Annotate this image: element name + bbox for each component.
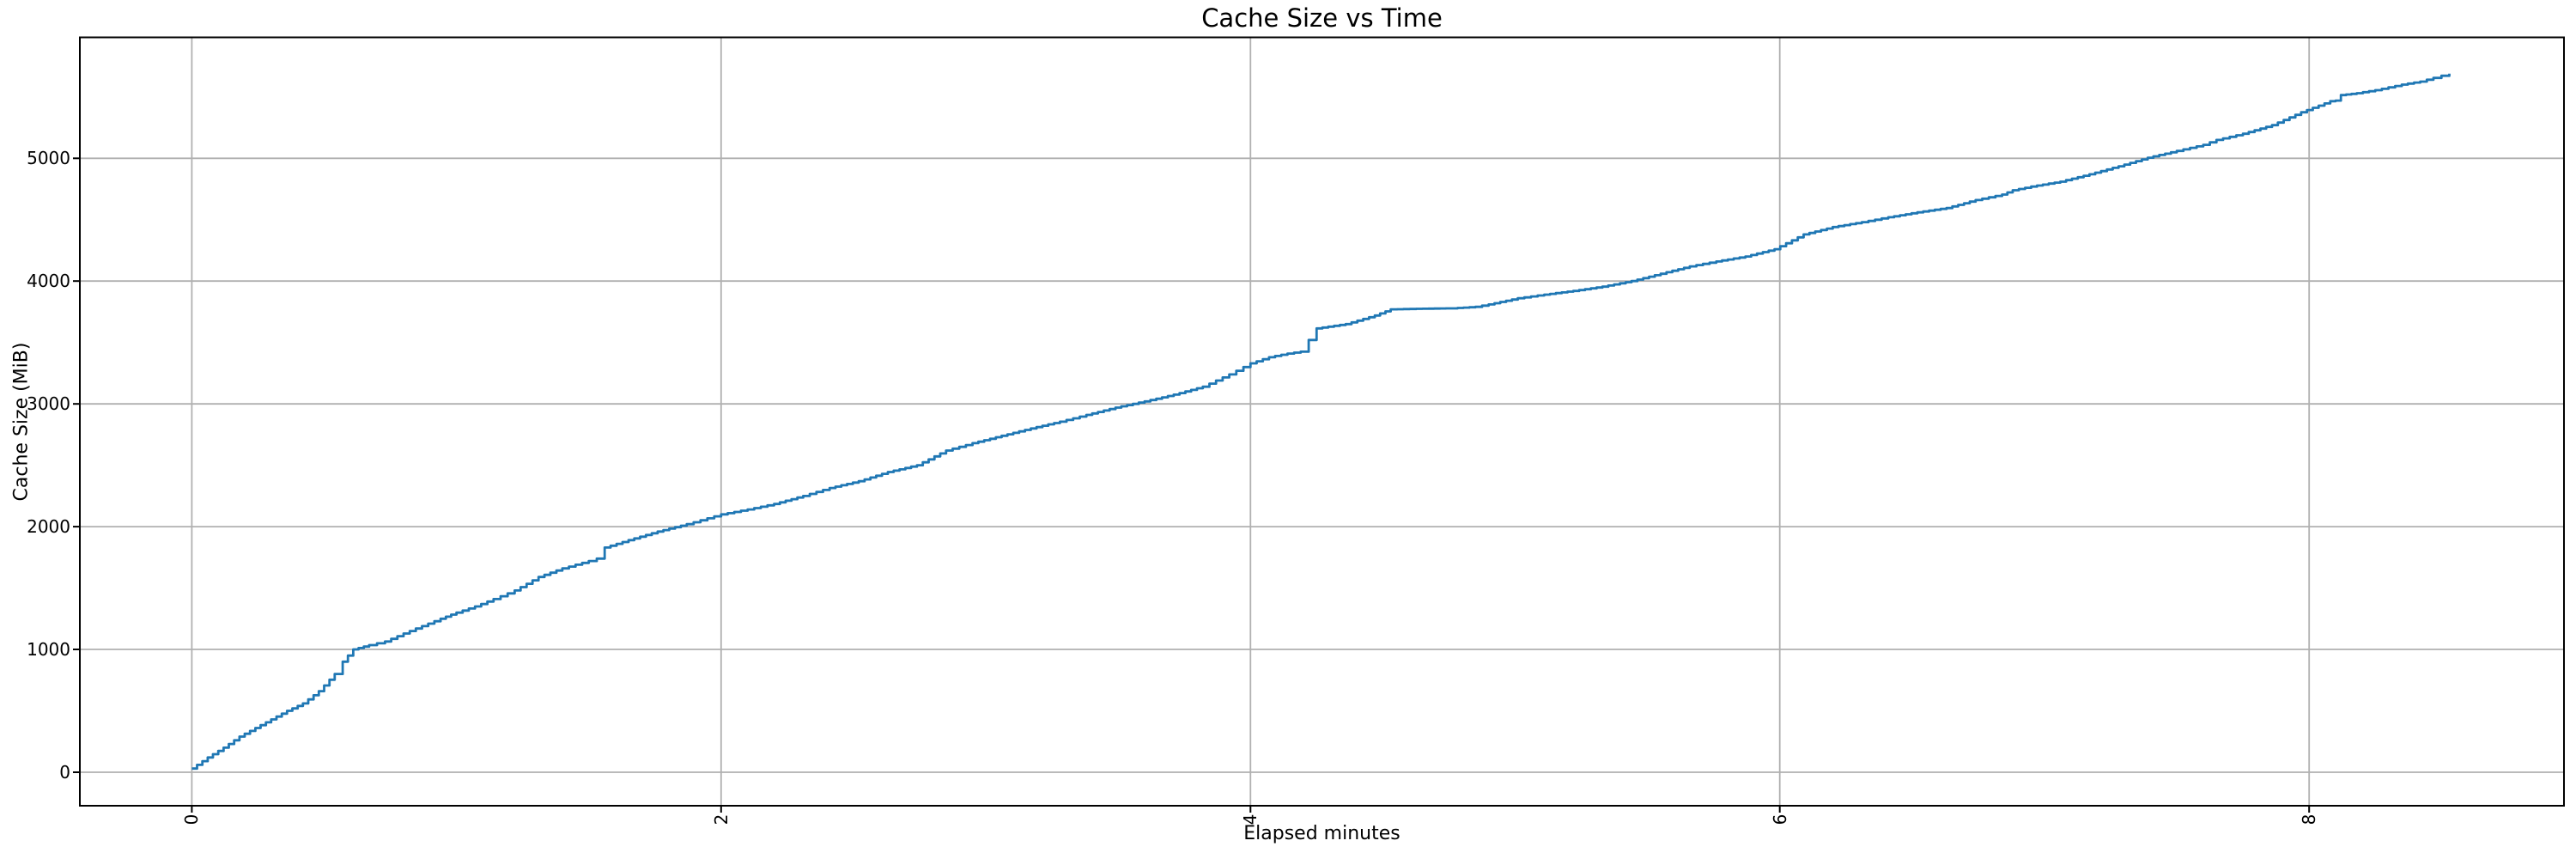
y-tick-label: 3000 xyxy=(27,393,70,415)
gridlines xyxy=(80,37,2564,806)
y-tick-label: 1000 xyxy=(27,639,70,661)
y-tick-label: 4000 xyxy=(27,271,70,292)
x-axis-label: Elapsed minutes xyxy=(1243,823,1400,844)
cache-size-line xyxy=(191,73,2451,771)
chart-title: Cache Size vs Time xyxy=(1201,3,1443,33)
y-tick-label: 0 xyxy=(59,761,70,783)
y-axis-label: Cache Size (MiB) xyxy=(10,342,33,502)
plot-border xyxy=(79,36,2565,807)
y-tick-label: 5000 xyxy=(27,148,70,169)
tick-marks xyxy=(73,157,2311,813)
y-tick-label: 2000 xyxy=(27,516,70,538)
